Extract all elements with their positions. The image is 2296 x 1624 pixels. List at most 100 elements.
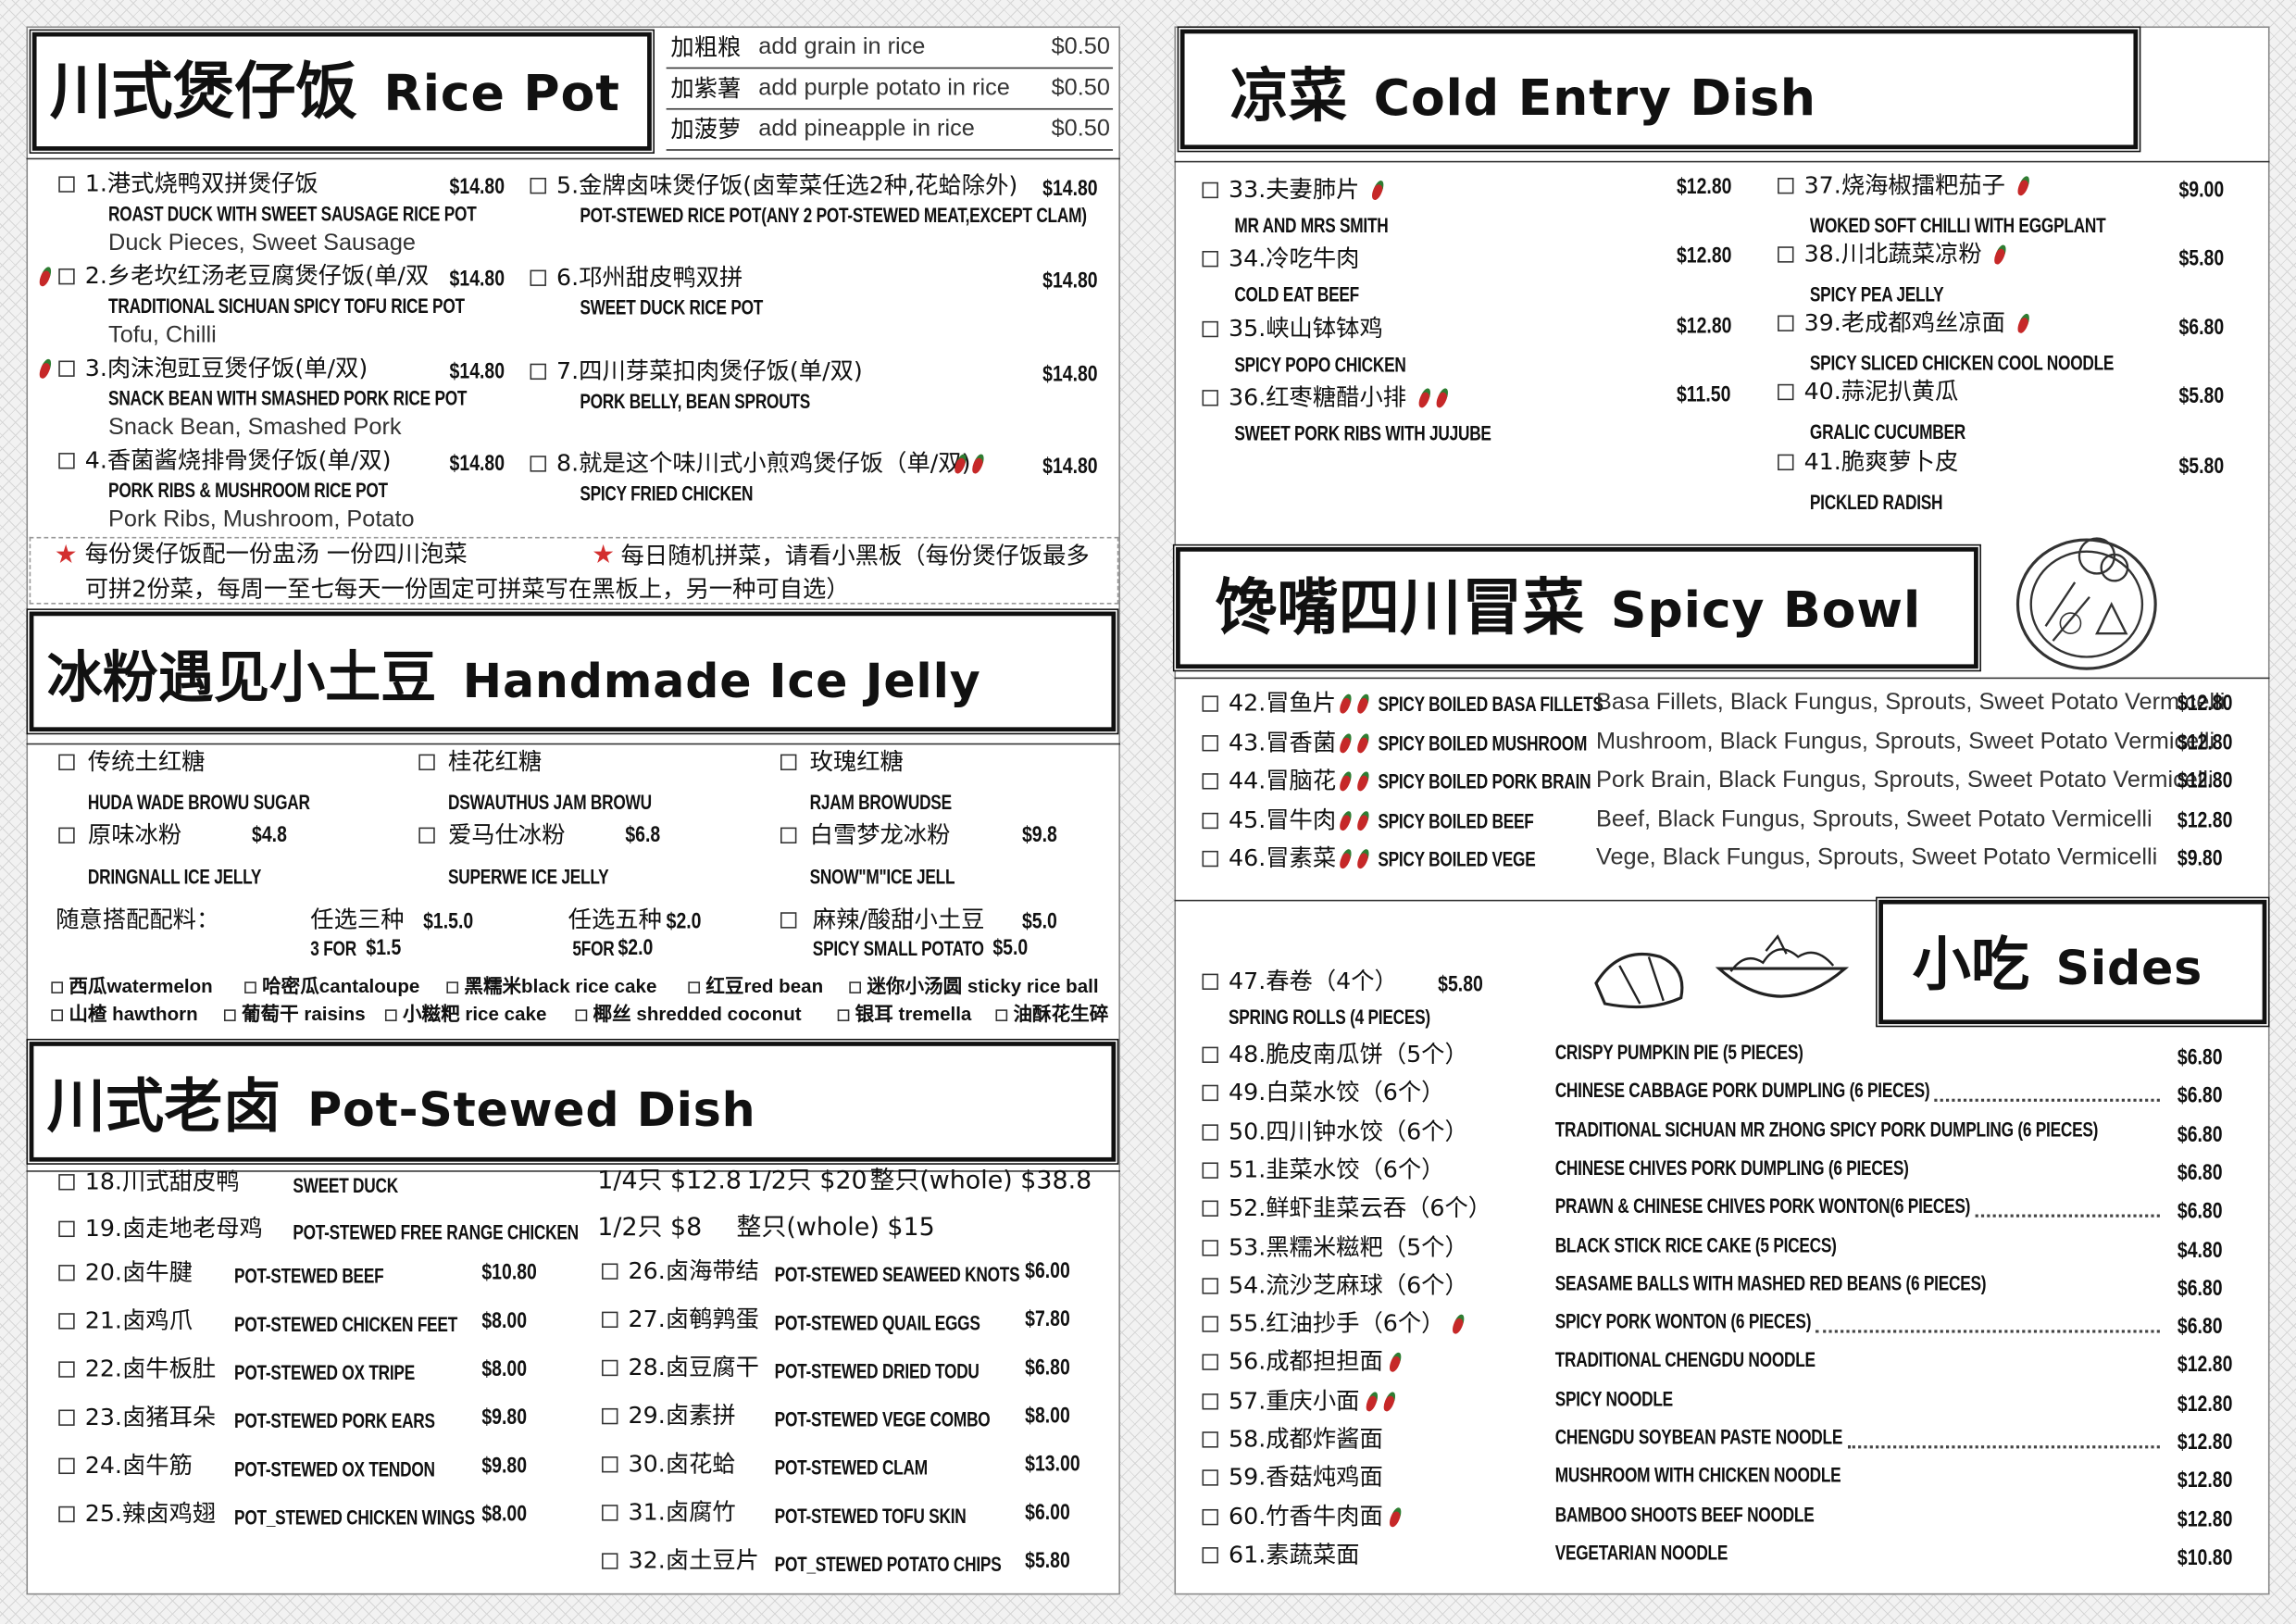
title-en: Sides (2055, 940, 2203, 996)
item-en: HUDA WADE BROWU SUGAR (87, 790, 310, 814)
item-price: $12.80 (2177, 768, 2233, 794)
item-name: 47.春卷（4个） (1228, 967, 1398, 995)
item-en: SPICY BOILED MUSHROOM (1378, 731, 1588, 755)
item-en: VEGETARIAN NOODLE (1554, 1540, 1728, 1564)
item-en: CRISPY PUMPKIN PIE (5 PIECES) (1554, 1040, 1803, 1064)
item-price: $12.80 (1676, 313, 1732, 339)
item-price: $6.80 (2178, 315, 2225, 341)
item-en: CHENGDU SOYBEAN PASTE NOODLE (1554, 1425, 1843, 1449)
item-name: 6.邛州甜皮鸭双拼 (556, 263, 743, 292)
item-en: DRINGNALL ICE JELLY (87, 864, 262, 889)
title-en: Rice Pot (383, 65, 620, 124)
checkbox (58, 176, 75, 193)
extra-en: 5FOR (572, 936, 615, 960)
checkbox (51, 1009, 64, 1021)
item-price: $4.8 (252, 822, 287, 848)
item-price: $5.80 (2178, 454, 2225, 480)
item-name: 21.卤鸡爪 (84, 1305, 193, 1334)
item-desc: Mushroom, Black Fungus, Sprouts, Sweet P… (1595, 729, 2215, 755)
item-name: 27.卤鹌鹑蛋 (628, 1305, 760, 1333)
title-box (1179, 29, 2139, 150)
item-en: BAMBOO SHOOTS BEEF NOODLE (1554, 1502, 1815, 1526)
item-name: 57.重庆小面 (1228, 1386, 1360, 1415)
item-desc: Basa Fillets, Black Fungus, Sprouts, Swe… (1595, 690, 2226, 716)
checkbox (1202, 390, 1218, 406)
item-name: 白雪梦龙冰粉 (809, 820, 951, 849)
checkbox (1202, 1469, 1218, 1487)
checkbox (58, 1174, 75, 1191)
checkbox (1202, 181, 1218, 199)
topping: 黑糯米black rice cake (464, 975, 657, 997)
item-en: SPICY BOILED BASA FILLETS (1378, 692, 1603, 716)
checkbox (58, 1361, 75, 1378)
item-en: SPICY SLICED CHICKEN COOL NOODLE (1809, 351, 2115, 375)
item-name: 58.成都炸酱面 (1228, 1424, 1383, 1453)
leader (1975, 1214, 2160, 1218)
checkbox (244, 981, 256, 993)
portion-price: 1/4只 $12.8 (597, 1166, 742, 1196)
item-name: 桂花红糖 (447, 747, 543, 776)
item-en: SNOW"M"ICE JELL (809, 864, 955, 889)
item-name: 爱马仕冰粉 (447, 820, 566, 849)
checkbox (602, 1311, 618, 1329)
item-name: 传统土红糖 (87, 747, 206, 776)
item-en: PORK RIBS & MUSHROOM RICE POT (108, 478, 388, 502)
item-en: POT-STEWED DRIED TODU (774, 1358, 980, 1383)
item-name: 18.川式甜皮鸭 (84, 1167, 240, 1195)
checkbox (1202, 1200, 1218, 1218)
checkbox (780, 754, 797, 770)
checkbox (1202, 1239, 1218, 1255)
checkbox (602, 1263, 618, 1280)
topping: 小糍粑 rice cake (402, 1003, 547, 1025)
item-en: SUPERWE ICE JELLY (447, 864, 609, 889)
checkbox (1202, 1085, 1218, 1102)
item-name: 33.夫妻肺片 (1228, 175, 1360, 204)
checkbox (1778, 383, 1794, 401)
divider (666, 107, 1114, 110)
item-name: 55.红油抄手（6个） (1228, 1309, 1445, 1338)
item-name: 30.卤花蛤 (628, 1449, 736, 1478)
item-price: $12.80 (2177, 1506, 2233, 1532)
portion-price: 整只(whole) $15 (736, 1213, 935, 1243)
divider (666, 149, 1114, 151)
item-name: 32.卤土豆片 (628, 1545, 760, 1574)
item-price: $8.00 (481, 1308, 528, 1334)
item-name: 28.卤豆腐干 (628, 1353, 760, 1381)
item-name: 61.素蔬菜面 (1228, 1540, 1360, 1568)
item-name: 31.卤腐竹 (628, 1497, 736, 1526)
item-desc: Duck Pieces, Sweet Sausage (108, 231, 417, 256)
item-name: 原味冰粉 (87, 820, 182, 849)
addon-price: $0.50 (1051, 117, 1110, 142)
portion-price: 1/2只 $8 (597, 1213, 703, 1243)
item-price: $14.80 (1042, 176, 1098, 202)
checkbox (602, 1505, 618, 1521)
item-name: 50.四川钟水饺（6个） (1228, 1117, 1468, 1145)
extras-label: 随意搭配配料： (56, 905, 220, 933)
item-en: PICKLED RADISH (1809, 490, 1943, 514)
item-en: SWEET PORK RIBS WITH JUJUBE (1234, 421, 1491, 445)
title-box (29, 1042, 1117, 1162)
item-name: 24.卤牛筋 (84, 1451, 193, 1480)
item-price: $14.80 (449, 358, 505, 384)
topping: 椰丝 shredded coconut (593, 1003, 802, 1025)
topping: 红豆red bean (705, 975, 824, 997)
item-price: $6.00 (1025, 1500, 1070, 1526)
notes-box (29, 536, 1119, 605)
checkbox (1202, 695, 1218, 712)
item-en: TRADITIONAL SICHUAN MR ZHONG SPICY PORK … (1554, 1117, 2099, 1141)
title-cn: 小吃 (1912, 931, 2030, 1000)
item-name: 44.冒脑花 (1228, 766, 1337, 794)
item-name: 51.韭菜水饺（6个） (1228, 1155, 1445, 1183)
extra-en-price: $1.5 (366, 935, 402, 961)
title-box (1878, 899, 2267, 1025)
item-en: SNACK BEAN WITH SMASHED PORK RICE POT (108, 386, 468, 410)
leader (1847, 1445, 2160, 1449)
checkbox (223, 1009, 236, 1021)
item-price: $14.80 (1042, 454, 1098, 480)
addon-en: add purple potato in rice (758, 75, 1010, 101)
item-name: 25.辣卤鸡翅 (84, 1499, 217, 1528)
checkbox (58, 453, 75, 469)
checkbox (602, 1456, 618, 1473)
item-price: $9.80 (2177, 845, 2223, 871)
checkbox (1202, 850, 1218, 868)
